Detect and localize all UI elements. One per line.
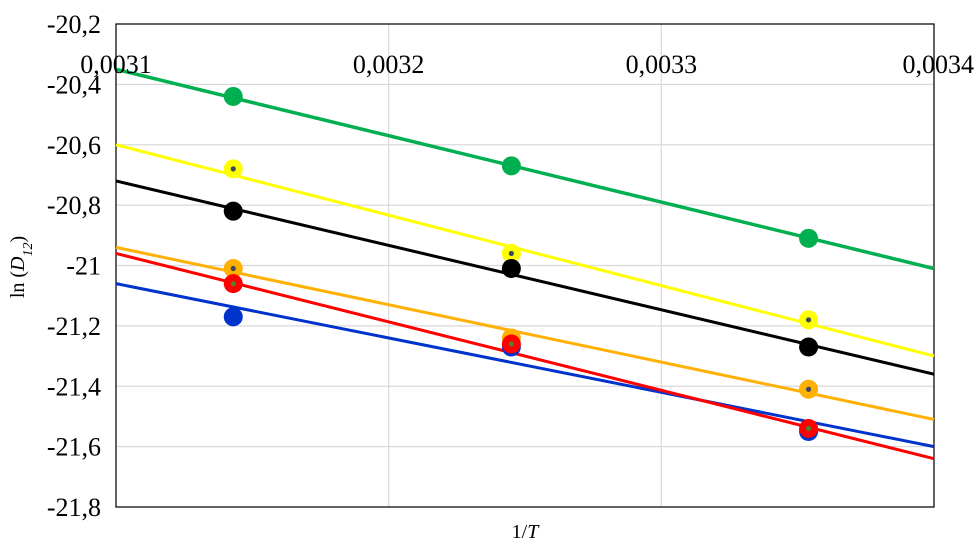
x-tick-label-0: 0,0031	[80, 50, 152, 79]
point-center-series-6-3	[805, 425, 812, 432]
x-tick-label-1: 0,0032	[353, 50, 425, 79]
point-series-3-3	[799, 337, 819, 357]
trendline-series-4	[115, 245, 935, 421]
x-tick-labels: 0,0031 0,0032 0,0033 0,0034	[80, 50, 974, 79]
point-center-series-2-1	[230, 166, 236, 172]
point-center-series-2-2	[508, 250, 514, 257]
point-center-series-2-3	[805, 317, 812, 323]
x-axis-title: 1/T	[512, 521, 541, 543]
y-tick-label-0: -20,2	[47, 10, 101, 39]
point-center-series-4-1	[230, 265, 236, 272]
data-points	[223, 86, 819, 442]
point-center-series-4-3	[805, 386, 812, 392]
point-series-1-1	[223, 86, 243, 106]
trendline-series-5	[115, 282, 935, 449]
point-series-1-3	[799, 228, 819, 248]
y-tick-label-5: -21,2	[47, 312, 101, 341]
y-tick-label-6: -21,4	[47, 372, 101, 401]
y-tick-label-8: -21,8	[47, 493, 101, 522]
trendline-series-3	[115, 179, 935, 376]
point-center-series-6-1	[230, 281, 236, 287]
y-tick-labels: -20,2 -20,4 -20,6 -20,8 -21 -21,2 -21,4 -21,6 -2…	[47, 10, 101, 522]
trendline-series-2	[115, 143, 935, 358]
trendline-series-1	[115, 67, 935, 271]
x-tick-label-3: 0,0034	[903, 50, 975, 79]
trendlines	[115, 67, 935, 461]
y-tick-label-1: -20,4	[47, 70, 101, 99]
y-axis-title: ln (D12)	[7, 236, 36, 298]
point-series-5-1	[223, 307, 243, 327]
point-series-1-2	[501, 156, 521, 176]
y-tick-label-7: -21,6	[47, 433, 101, 462]
y-tick-label-2: -20,6	[47, 131, 101, 160]
y-tick-label-3: -20,8	[47, 191, 101, 220]
y-tick-label-4: -21	[66, 252, 101, 281]
point-series-3-2	[501, 259, 521, 279]
plot-area-frame	[115, 23, 935, 508]
point-center-series-6-2	[508, 341, 514, 347]
x-tick-label-2: 0,0033	[626, 50, 698, 79]
trendline-series-6	[115, 251, 935, 461]
point-series-3-1	[223, 201, 243, 221]
